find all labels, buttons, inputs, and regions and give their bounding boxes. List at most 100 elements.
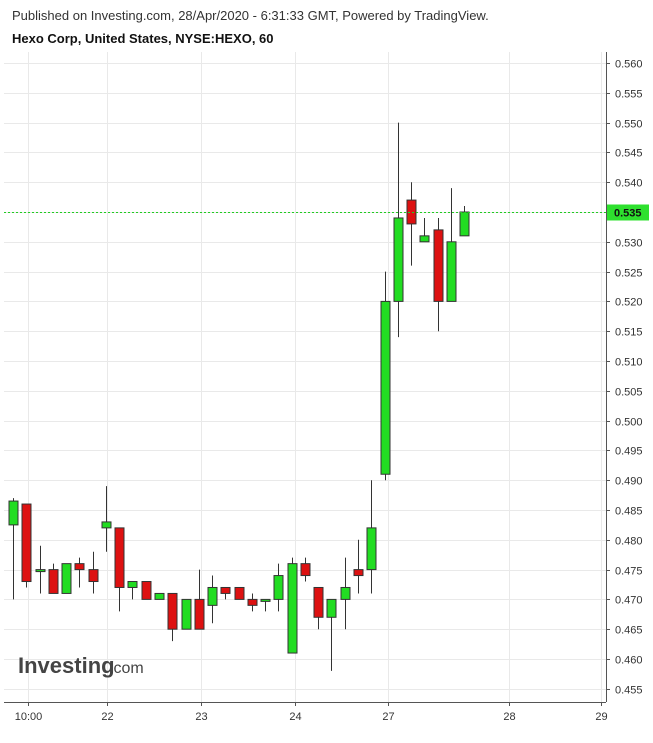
y-tick-label: 0.555 <box>615 89 643 101</box>
chart-title: Hexo Corp, United States, NYSE:HEXO, 60 <box>12 31 274 46</box>
candle-body-down <box>88 569 99 583</box>
candle-body-down <box>114 527 125 588</box>
candle <box>141 581 152 600</box>
candle-body-down <box>48 569 59 594</box>
candle <box>61 563 72 594</box>
candle-body-down <box>74 563 85 571</box>
candle <box>393 122 404 338</box>
candle-body-down <box>194 598 205 630</box>
candle <box>207 575 218 624</box>
candle <box>433 217 444 332</box>
candle-body-down <box>141 581 152 600</box>
y-tick-label: 0.515 <box>615 327 643 339</box>
candle <box>313 586 324 630</box>
y-tick-label: 0.520 <box>615 297 643 309</box>
candle-body-up <box>380 300 391 475</box>
y-tick-label: 0.465 <box>615 625 643 637</box>
candle <box>446 188 457 302</box>
candle-body-up <box>61 563 72 594</box>
y-tick-label: 0.455 <box>615 685 643 697</box>
axes: 0.560 0.555 0.550 0.545 0.540 0.535 0.530 0.525… <box>4 52 649 723</box>
x-tick-label: 28 <box>503 711 515 723</box>
candle-body-down <box>353 569 364 577</box>
candle-body-up <box>101 521 112 529</box>
candle <box>114 527 125 612</box>
candle <box>74 557 85 588</box>
candle <box>35 545 46 594</box>
y-tick-label: 0.560 <box>615 59 643 71</box>
y-tick-label: 0.500 <box>615 417 643 429</box>
candle-body-up <box>326 598 337 618</box>
x-tick-label: 23 <box>195 711 207 723</box>
y-tick-label: 0.530 <box>615 238 643 250</box>
candle-body-up <box>207 586 218 606</box>
candle-body-down <box>21 503 32 583</box>
candle-body-down <box>247 598 258 606</box>
candle <box>273 563 284 612</box>
candle <box>326 598 337 671</box>
candle-body-down <box>300 563 311 577</box>
y-tick-label: 0.550 <box>615 119 643 131</box>
candle <box>459 206 470 237</box>
candle <box>194 569 205 630</box>
y-tick-label: 0.545 <box>615 148 643 160</box>
candle <box>353 539 364 594</box>
candle <box>101 486 112 552</box>
published-caption: Published on Investing.com, 28/Apr/2020 … <box>12 8 489 23</box>
candle-body-up <box>273 575 284 600</box>
candle <box>287 557 298 654</box>
candle <box>406 182 417 266</box>
x-tick-label: 27 <box>382 711 394 723</box>
x-tick-label: 22 <box>101 711 113 723</box>
candle-body-up <box>8 500 19 526</box>
candle <box>48 563 59 594</box>
candle <box>220 586 231 600</box>
candle <box>247 593 258 612</box>
candle-body-down <box>220 586 231 594</box>
last-price-badge <box>607 204 649 221</box>
candle <box>366 480 377 594</box>
candle <box>260 598 271 612</box>
candle-body-up <box>35 569 46 573</box>
x-tick-label: 29 <box>595 711 607 723</box>
x-tick-label: 24 <box>289 711 301 723</box>
y-tick-label: 0.475 <box>615 566 643 578</box>
candle-body-up <box>181 598 192 630</box>
y-tick-label: 0.525 <box>615 268 643 280</box>
y-tick-label: 0.470 <box>615 595 643 607</box>
candle <box>127 581 138 600</box>
candle-body-up <box>260 598 271 602</box>
x-tick-label: 10:00 <box>15 711 43 723</box>
candle <box>234 586 245 600</box>
investing-logo: Investing .com <box>18 653 144 678</box>
candle-body-down <box>167 592 178 630</box>
y-tick-label: 0.505 <box>615 387 643 399</box>
candle <box>340 557 351 630</box>
candle <box>380 271 391 481</box>
logo-suffix: .com <box>109 660 144 677</box>
last-price-label: 0.535 <box>614 208 642 220</box>
candle-body-up <box>154 592 165 600</box>
grid <box>4 52 606 702</box>
candle-body-up <box>340 586 351 600</box>
candle <box>167 592 178 642</box>
y-tick-label: 0.480 <box>615 536 643 548</box>
logo-brand: Investing <box>18 653 115 678</box>
y-tick-label: 0.495 <box>615 446 643 458</box>
candle <box>154 592 165 600</box>
y-tick-label: 0.510 <box>615 357 643 369</box>
candle-body-down <box>433 229 444 302</box>
candles <box>8 122 470 671</box>
y-tick-label: 0.485 <box>615 506 643 518</box>
candle <box>181 598 192 630</box>
candle <box>8 498 19 600</box>
candle <box>21 503 32 588</box>
candle <box>300 557 311 582</box>
candle-body-down <box>234 586 245 600</box>
candle-body-down <box>313 586 324 618</box>
candle-body-up <box>366 527 377 571</box>
candle-body-up <box>419 235 430 243</box>
candle-body-up <box>287 563 298 654</box>
candle-body-up <box>459 211 470 237</box>
